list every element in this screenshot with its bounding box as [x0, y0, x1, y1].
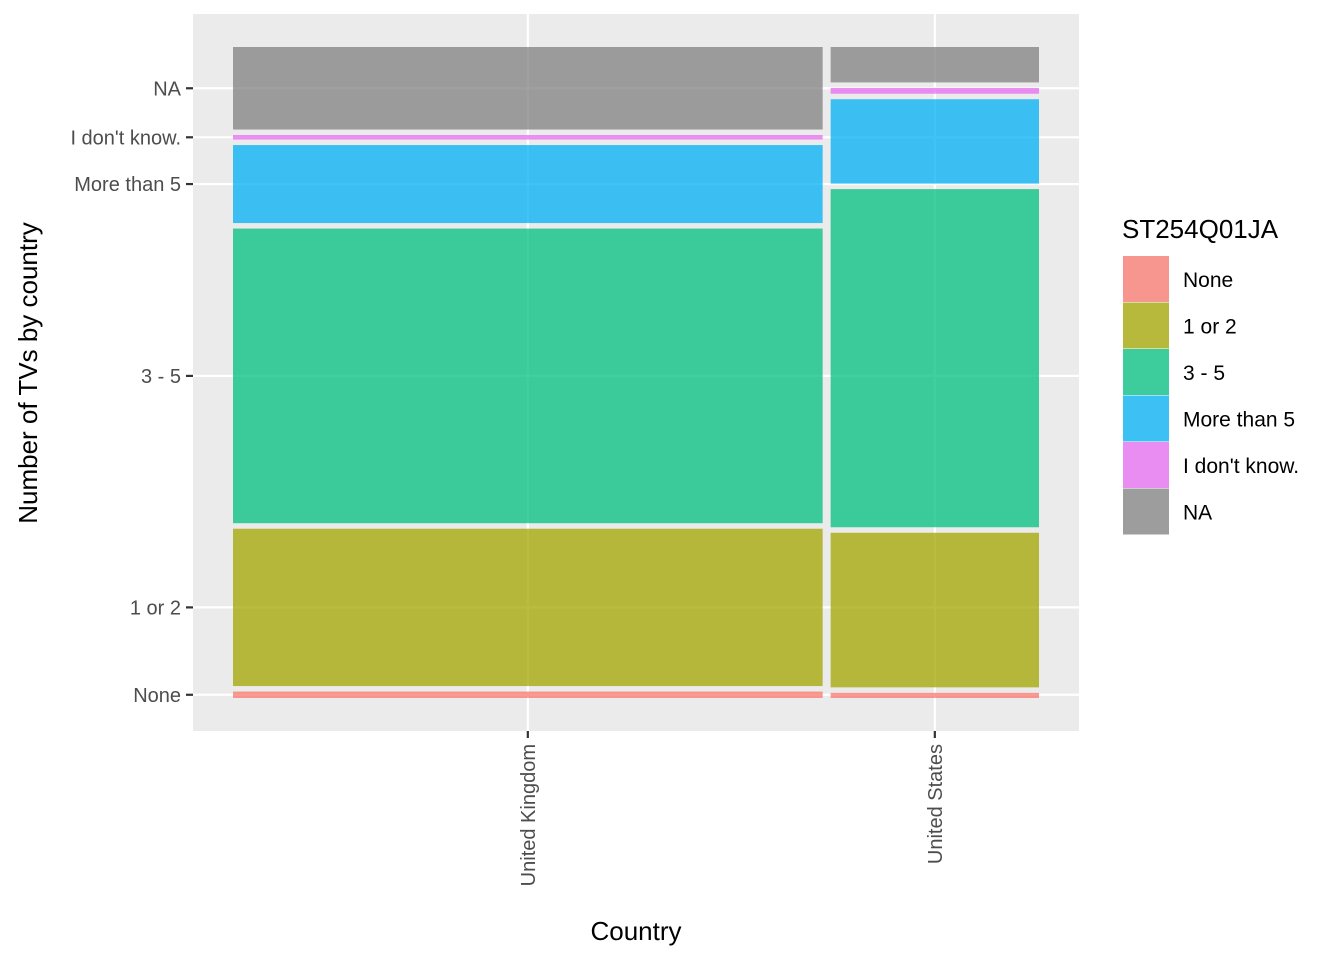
tile-united-kingdom-none: [233, 691, 823, 698]
x-tick-label: United Kingdom: [518, 744, 540, 886]
tile-united-states-more-than-5: [830, 99, 1039, 184]
y-axis: None 1 or 2 3 - 5 More than 5 I don't know. N…: [70, 78, 193, 707]
legend-title: ST254Q01JA: [1122, 214, 1279, 244]
legend-label: More than 5: [1183, 409, 1295, 432]
x-axis: United Kingdom United States: [518, 731, 947, 886]
y-tick-label: None: [133, 685, 181, 707]
legend-swatch-none: [1123, 256, 1169, 302]
tile-united-states-1-or-2: [830, 532, 1039, 688]
y-tick-label: I don't know.: [70, 127, 181, 149]
y-tick-label: NA: [153, 78, 181, 100]
legend-swatch-more-than-5: [1123, 395, 1169, 442]
legend-swatch-1-or-2: [1123, 302, 1169, 349]
y-tick-label: More than 5: [74, 174, 181, 196]
legend-label: I don't know.: [1183, 455, 1299, 478]
tile-united-kingdom-i-don-t-know: [233, 135, 823, 140]
tile-united-states-none: [830, 692, 1039, 698]
tile-united-states-i-don-t-know: [830, 87, 1039, 94]
legend-swatch-i-don-t-know: [1123, 442, 1169, 488]
tile-united-states-3-5: [830, 189, 1039, 528]
mosaic-tiles: [233, 47, 1039, 698]
tile-united-kingdom-3-5: [233, 228, 823, 524]
tile-united-kingdom-more-than-5: [233, 145, 823, 224]
legend-swatch-na: [1123, 488, 1169, 535]
y-tick-label: 1 or 2: [130, 597, 181, 619]
legend-label: 1 or 2: [1183, 316, 1237, 339]
legend-swatch-3-5: [1123, 349, 1169, 395]
x-axis-title: Country: [590, 916, 681, 946]
legend-label: 3 - 5: [1183, 362, 1225, 385]
x-tick-label: United States: [925, 744, 947, 864]
legend: ST254Q01JA None 1 or 2 3 - 5 More than 5 I d…: [1122, 214, 1299, 535]
y-axis-title: Number of TVs by country: [13, 222, 43, 524]
tile-united-kingdom-na: [233, 47, 823, 130]
legend-label: None: [1183, 269, 1233, 292]
y-tick-label: 3 - 5: [141, 366, 181, 388]
legend-label: NA: [1183, 502, 1212, 525]
tile-united-states-na: [830, 47, 1039, 83]
tile-united-kingdom-1-or-2: [233, 528, 823, 687]
